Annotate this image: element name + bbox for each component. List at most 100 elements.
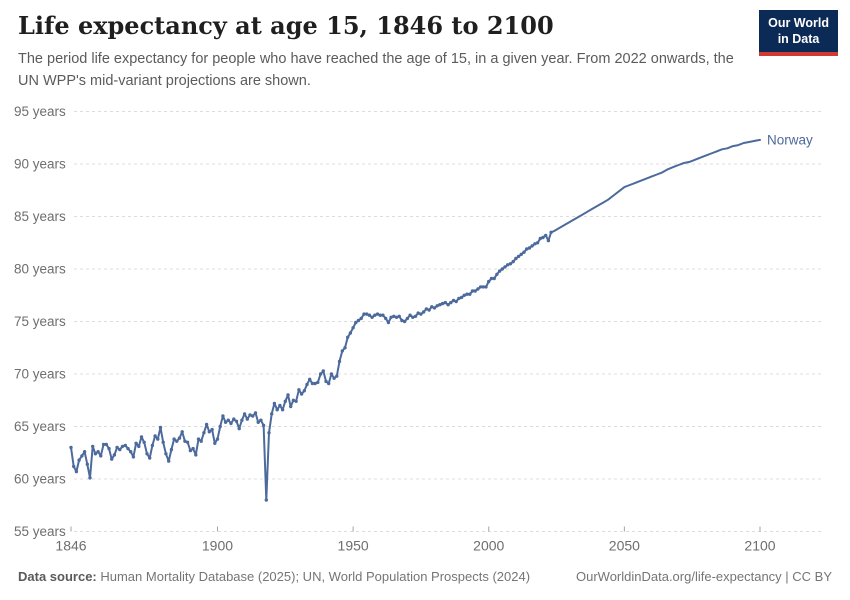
series-point-marker[interactable] [153, 434, 157, 438]
series-point-marker[interactable] [470, 289, 475, 293]
series-point-marker[interactable] [402, 319, 407, 324]
series-point-marker[interactable] [234, 419, 239, 423]
series-point-marker[interactable] [359, 316, 363, 321]
series-point-marker[interactable] [118, 447, 122, 452]
series-point-marker[interactable] [226, 418, 230, 422]
series-point-marker[interactable] [137, 444, 141, 449]
series-point-marker[interactable] [88, 476, 92, 480]
series-point-marker[interactable] [400, 318, 404, 323]
series-point-marker[interactable] [177, 436, 182, 440]
series-point-marker[interactable] [356, 318, 361, 323]
series-point-marker[interactable] [74, 469, 79, 474]
series-point-marker[interactable] [142, 440, 146, 444]
series-point-marker[interactable] [278, 403, 282, 408]
series-point-marker[interactable] [533, 242, 537, 246]
series-point-marker[interactable] [148, 456, 152, 460]
credit-link[interactable]: OurWorldinData.org/life-expectancy | CC … [575, 569, 832, 584]
series-point-marker[interactable] [506, 263, 510, 267]
series-point-marker[interactable] [462, 293, 466, 297]
series-point-marker[interactable] [289, 404, 293, 409]
series-point-marker[interactable] [324, 379, 328, 384]
series-point-marker[interactable] [427, 308, 431, 312]
series-point-marker[interactable] [495, 272, 499, 276]
series-point-marker[interactable] [343, 346, 347, 350]
series-point-marker[interactable] [375, 312, 380, 316]
series-point-marker[interactable] [438, 303, 442, 307]
series-point-marker[interactable] [248, 413, 252, 417]
series-point-marker[interactable] [346, 335, 350, 339]
series-point-marker[interactable] [544, 233, 548, 238]
series-point-marker[interactable] [123, 443, 128, 448]
series-point-marker[interactable] [191, 446, 195, 451]
series-point-marker[interactable] [283, 399, 287, 403]
series-point-marker[interactable] [541, 235, 545, 240]
series-point-marker[interactable] [305, 382, 309, 387]
series-point-marker[interactable] [365, 312, 369, 316]
series-point-marker[interactable] [299, 392, 304, 396]
series-point-marker[interactable] [215, 437, 220, 441]
series-point-marker[interactable] [487, 279, 491, 284]
series-point-marker[interactable] [261, 423, 266, 428]
series-point-marker[interactable] [242, 412, 247, 416]
series-point-marker[interactable] [101, 442, 106, 447]
series-point-marker[interactable] [264, 498, 268, 502]
series-point-marker[interactable] [194, 453, 198, 457]
series-point-marker[interactable] [337, 359, 342, 364]
series-point-marker[interactable] [538, 236, 542, 241]
series-point-marker[interactable] [185, 440, 190, 444]
series-point-marker[interactable] [525, 247, 529, 251]
series-point-marker[interactable] [156, 437, 160, 441]
series-point-marker[interactable] [546, 238, 551, 243]
series-point-marker[interactable] [332, 376, 336, 380]
series-point-marker[interactable] [204, 422, 209, 427]
series-point-marker[interactable] [218, 424, 222, 429]
series-point-marker[interactable] [351, 326, 355, 330]
series-point-marker[interactable] [348, 331, 353, 335]
series-point-marker[interactable] [530, 244, 534, 248]
series-point-marker[interactable] [199, 439, 203, 443]
series-point-marker[interactable] [389, 315, 393, 319]
series-point-marker[interactable] [93, 452, 98, 456]
series-point-marker[interactable] [413, 314, 418, 318]
series-point-marker[interactable] [164, 452, 168, 456]
series-point-marker[interactable] [245, 417, 249, 421]
series-point-marker[interactable] [237, 426, 241, 431]
series-point-marker[interactable] [188, 448, 193, 453]
series-point-marker[interactable] [484, 285, 488, 289]
series-point-marker[interactable] [150, 443, 155, 448]
series-point-marker[interactable] [340, 349, 344, 353]
series-point-marker[interactable] [411, 315, 415, 319]
series-point-marker[interactable] [232, 417, 236, 421]
series-point-marker[interactable] [397, 314, 401, 318]
series-point-marker[interactable] [158, 425, 163, 430]
series-point-marker[interactable] [229, 421, 233, 426]
series-point-marker[interactable] [112, 453, 117, 457]
series-point-marker[interactable] [424, 307, 429, 311]
series-end-label-norway[interactable]: Norway [767, 132, 813, 147]
series-point-marker[interactable] [468, 292, 472, 296]
series-point-marker[interactable] [313, 381, 317, 386]
series-point-marker[interactable] [134, 441, 138, 445]
series-point-marker[interactable] [329, 372, 334, 376]
series-point-marker[interactable] [370, 315, 374, 319]
series-point-marker[interactable] [516, 254, 521, 259]
series-point-marker[interactable] [511, 259, 515, 264]
series-point-marker[interactable] [96, 450, 100, 454]
series-point-marker[interactable] [416, 311, 420, 315]
series-point-marker[interactable] [110, 457, 114, 461]
series-point-marker[interactable] [115, 445, 119, 450]
series-point-marker[interactable] [297, 388, 301, 392]
series-point-marker[interactable] [85, 462, 90, 466]
series-point-marker[interactable] [104, 442, 109, 447]
series-point-marker[interactable] [316, 380, 320, 385]
series-point-marker[interactable] [175, 439, 179, 443]
series-point-marker[interactable] [321, 369, 325, 373]
series-point-marker[interactable] [449, 300, 453, 305]
series-point-marker[interactable] [386, 320, 391, 325]
series-point-marker[interactable] [394, 315, 399, 319]
series-point-marker[interactable] [384, 316, 388, 321]
series-point-marker[interactable] [522, 250, 526, 254]
series-point-marker[interactable] [308, 377, 312, 381]
series-point-marker[interactable] [327, 381, 331, 386]
series-point-marker[interactable] [180, 430, 184, 434]
